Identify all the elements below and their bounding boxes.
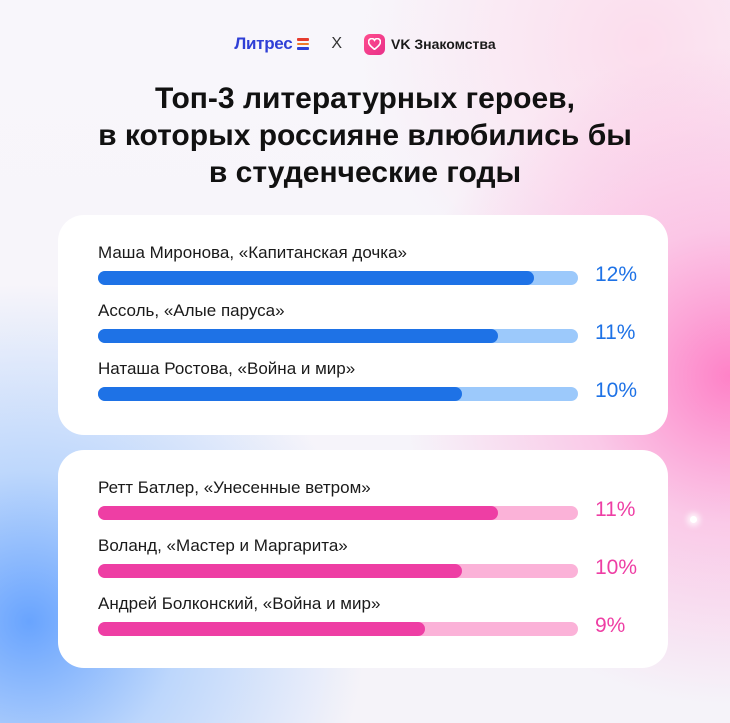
bar-value-label: 11% (595, 321, 636, 344)
bar-row: Ретт Батлер, «Унесенные ветром» 11% (98, 478, 658, 536)
litres-mark-icon (297, 38, 310, 50)
chart-title: Топ-3 литературных героев, в которых рос… (0, 80, 730, 191)
bar-value-label: 12% (595, 263, 638, 286)
bar (98, 329, 498, 343)
bar-row: Ассоль, «Алые паруса» 11% (98, 301, 658, 359)
bar-track (98, 564, 578, 578)
chart-card-women: Маша Миронова, «Капитанская дочка» 12% А… (58, 215, 668, 435)
litres-logo: Литрес (234, 34, 310, 54)
bar-row: Воланд, «Мастер и Маргарита» 10% (98, 536, 658, 594)
bar (98, 622, 425, 636)
bar-label: Воланд, «Мастер и Маргарита» (98, 536, 348, 555)
bar-label: Ретт Батлер, «Унесенные ветром» (98, 478, 371, 497)
bar-row: Маша Миронова, «Капитанская дочка» 12% (98, 243, 658, 301)
chart-card-men: Ретт Батлер, «Унесенные ветром» 11% Вола… (58, 450, 668, 668)
bar (98, 506, 498, 520)
bar (98, 271, 534, 285)
bar-value-label: 11% (595, 498, 636, 521)
bar-track (98, 387, 578, 401)
bar-label: Маша Миронова, «Капитанская дочка» (98, 243, 407, 262)
bar-row: Андрей Болконский, «Война и мир» 9% (98, 594, 658, 652)
chart-title-line: в студенческие годы (208, 156, 522, 189)
bar-track (98, 622, 578, 636)
bar-value-label: 10% (595, 556, 638, 579)
separator-x: X (331, 35, 343, 52)
litres-logo-text: Литрес (234, 34, 293, 53)
vk-dating-logo-text: VK Знакомства (391, 36, 496, 52)
bar-value-label: 9% (595, 614, 626, 637)
header-logos: Литрес X VK Знакомства (0, 30, 730, 58)
bar-label: Андрей Болконский, «Война и мир» (98, 594, 381, 613)
vk-dating-logo: VK Знакомства (364, 33, 496, 55)
bar-track (98, 506, 578, 520)
bar-row: Наташа Ростова, «Война и мир» 10% (98, 359, 658, 417)
bar-track (98, 329, 578, 343)
sparkle-decoration (690, 516, 697, 523)
bar (98, 564, 462, 578)
bar (98, 387, 462, 401)
bar-label: Наташа Ростова, «Война и мир» (98, 359, 356, 378)
chart-title-line: Топ-3 литературных героев, (155, 82, 575, 115)
chart-title-line: в которых россияне влюбились бы (98, 119, 632, 152)
bar-track (98, 271, 578, 285)
heart-icon (364, 33, 386, 55)
bar-label: Ассоль, «Алые паруса» (98, 301, 285, 320)
bar-value-label: 10% (595, 379, 638, 402)
